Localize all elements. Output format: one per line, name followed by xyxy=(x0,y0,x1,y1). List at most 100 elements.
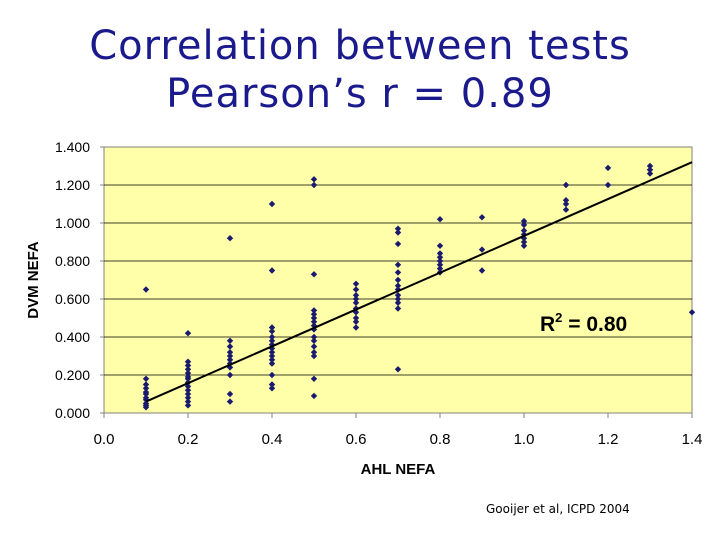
data-point xyxy=(436,216,444,223)
data-point xyxy=(310,337,318,344)
data-point xyxy=(352,292,360,299)
data-point xyxy=(436,250,444,257)
data-point xyxy=(436,265,444,272)
data-point xyxy=(268,360,276,367)
data-point xyxy=(268,328,276,335)
data-point xyxy=(268,385,276,392)
y-tick-label: 0.400 xyxy=(55,329,90,345)
x-tick-label: 1.0 xyxy=(514,431,535,448)
data-point xyxy=(268,349,276,356)
data-point xyxy=(394,292,402,299)
data-point xyxy=(226,390,234,398)
data-point xyxy=(646,162,654,170)
x-tick-label: 0.4 xyxy=(262,431,283,448)
data-point xyxy=(688,309,696,316)
data-point xyxy=(352,295,360,303)
data-point xyxy=(394,305,402,312)
data-point xyxy=(604,164,612,172)
data-point xyxy=(310,314,318,322)
data-point xyxy=(184,398,192,405)
y-axis-label: DVM NEFA xyxy=(25,241,42,319)
data-point xyxy=(562,197,570,204)
data-point xyxy=(226,349,234,356)
data-point xyxy=(352,280,360,287)
data-point xyxy=(520,238,528,246)
y-tick-label: 0.800 xyxy=(55,253,90,269)
y-tick-label: 0.200 xyxy=(55,367,90,383)
data-point xyxy=(184,366,192,373)
data-point xyxy=(184,358,192,365)
data-point xyxy=(184,362,192,369)
data-point xyxy=(142,381,150,388)
data-point xyxy=(520,242,528,249)
data-point xyxy=(310,318,318,325)
data-point xyxy=(310,349,318,356)
data-point xyxy=(352,314,360,322)
title-line-2: Pearson’s r = 0.89 xyxy=(166,71,554,117)
data-point xyxy=(184,387,192,394)
title-line-1: Correlation between tests xyxy=(89,23,631,69)
data-point xyxy=(310,311,318,318)
data-point xyxy=(478,214,486,221)
data-point xyxy=(184,369,192,377)
data-point xyxy=(604,181,612,189)
data-point xyxy=(352,299,360,306)
data-point xyxy=(394,276,402,284)
data-point xyxy=(268,371,276,379)
slide-title: Correlation between tests Pearson’s r = … xyxy=(0,22,720,118)
data-point xyxy=(310,392,318,400)
r-squared-annotation: R2 = 0.80 xyxy=(540,310,627,336)
data-point xyxy=(352,318,360,325)
data-point xyxy=(562,206,570,213)
y-tick-label: 1.200 xyxy=(55,177,90,193)
source-credit: Gooijer et al, ICPD 2004 xyxy=(486,502,630,516)
y-tick-label: 1.000 xyxy=(55,215,90,231)
y-tick-label: 0.600 xyxy=(55,291,90,307)
trendline xyxy=(145,161,693,403)
data-point xyxy=(142,375,150,382)
data-point xyxy=(394,240,402,248)
data-point xyxy=(562,200,570,208)
data-point xyxy=(394,295,402,303)
data-point xyxy=(184,394,192,401)
data-point xyxy=(352,286,360,293)
data-point xyxy=(226,352,234,360)
data-point xyxy=(436,261,444,268)
data-point xyxy=(268,356,276,363)
data-point xyxy=(394,269,402,276)
data-point xyxy=(268,267,276,274)
data-point xyxy=(142,385,150,392)
data-point xyxy=(478,267,486,274)
data-point xyxy=(226,235,234,242)
x-tick-label: 0.8 xyxy=(430,431,451,448)
data-point xyxy=(142,286,150,293)
data-point xyxy=(268,200,276,208)
data-point xyxy=(268,337,276,344)
data-point xyxy=(646,166,654,173)
data-point xyxy=(184,330,192,337)
data-point xyxy=(646,170,654,177)
x-tick-label: 1.4 xyxy=(682,431,703,448)
data-point xyxy=(520,221,528,229)
data-point xyxy=(310,271,318,278)
data-point xyxy=(394,282,402,289)
data-point xyxy=(268,333,276,341)
data-point xyxy=(394,299,402,306)
data-point xyxy=(184,402,192,409)
data-point xyxy=(268,324,276,331)
data-point xyxy=(562,181,570,189)
data-point xyxy=(310,333,318,341)
data-point xyxy=(352,324,360,331)
x-tick-label: 0.6 xyxy=(346,431,367,448)
data-point xyxy=(310,307,318,314)
x-tick-label: 1.2 xyxy=(598,431,619,448)
data-point xyxy=(268,381,276,388)
data-point xyxy=(310,343,318,350)
data-point xyxy=(184,375,192,382)
data-point xyxy=(310,181,318,189)
data-point xyxy=(184,390,192,398)
data-point xyxy=(436,257,444,265)
x-axis-label: AHL NEFA xyxy=(361,461,436,478)
data-point xyxy=(436,254,444,261)
